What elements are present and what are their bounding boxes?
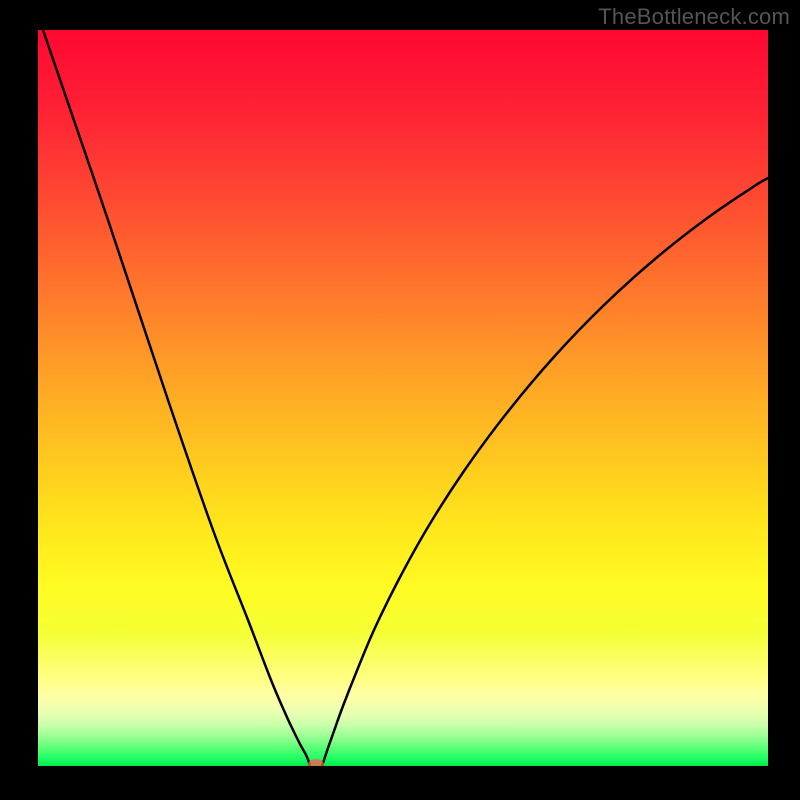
watermark-text: TheBottleneck.com (598, 4, 790, 30)
gradient-background (38, 30, 768, 766)
plot-area (38, 30, 768, 766)
chart-frame: TheBottleneck.com (0, 0, 800, 800)
chart-svg (38, 30, 768, 766)
